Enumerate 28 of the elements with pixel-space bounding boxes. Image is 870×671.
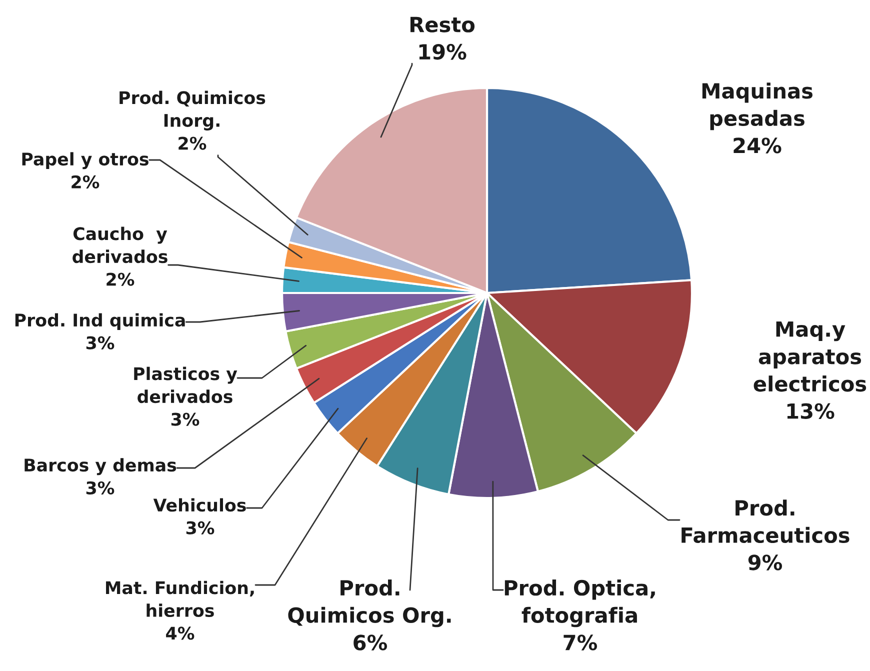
data-label: 3% — [86, 336, 114, 350]
slice-label: Prod. Ind quimica — [15, 313, 185, 330]
data-label: 13% — [787, 403, 834, 419]
data-label: 19% — [419, 44, 466, 60]
data-label: 2% — [72, 175, 100, 188]
slice-label: Prod. Farmaceuticos — [682, 500, 850, 544]
data-label: 3% — [86, 481, 114, 494]
slice-label: Vehiculos — [153, 498, 246, 512]
data-label: 9% — [748, 554, 782, 570]
data-label: 3% — [186, 521, 214, 534]
slice-label: Maq.y aparatos electricos — [754, 321, 866, 392]
slice-label: Mat. Fundicion, hierros — [106, 580, 254, 618]
data-label: 7% — [564, 634, 598, 650]
slice-label: Prod. Optica, fotografia — [504, 580, 655, 628]
slice-label: Papel y otros — [22, 152, 148, 170]
data-label: 2% — [106, 272, 134, 286]
slice-label: Barcos y demas — [24, 458, 176, 476]
slice-label: Maquinas pesadas — [702, 82, 812, 130]
slice-label: Prod. Quimicos Inorg. — [120, 90, 266, 130]
slice-label: Prod. Quimicos Org. — [288, 580, 451, 628]
data-label: 24% — [734, 138, 782, 154]
data-label: 2% — [178, 136, 206, 150]
slice-label: Resto — [410, 16, 475, 32]
slice-label: Caucho y derivados — [72, 226, 168, 264]
data-label: 4% — [166, 626, 194, 640]
data-label: 6% — [354, 634, 388, 650]
slice-label: Plasticos y derivados — [134, 366, 238, 404]
data-label: 3% — [171, 412, 200, 426]
